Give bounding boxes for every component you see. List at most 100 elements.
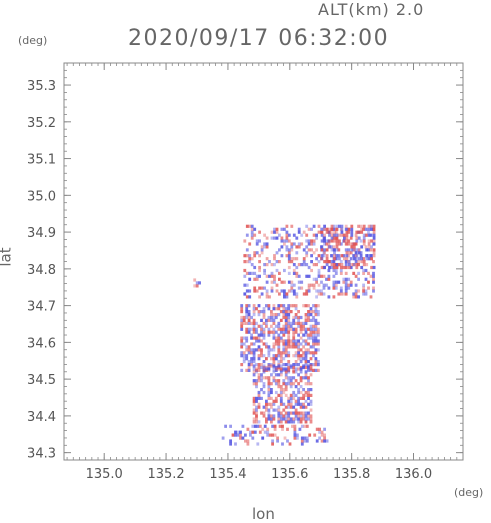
echo-cell-negative (250, 271, 254, 275)
echo-cell-positive (317, 304, 320, 308)
echo-cell-positive (307, 227, 311, 231)
echo-cell-positive (290, 280, 294, 284)
echo-cell-negative (372, 233, 376, 237)
echo-cell-positive (240, 315, 244, 320)
echo-cell-negative (297, 230, 301, 234)
echo-cell-negative (323, 239, 326, 243)
echo-cell-positive (274, 339, 278, 343)
echo-cell-negative (360, 265, 364, 270)
echo-cell-positive (367, 280, 370, 284)
echo-cell-positive (370, 265, 373, 270)
echo-cell-negative (273, 236, 276, 240)
echo-cell-positive (293, 427, 297, 431)
echo-cell-positive (315, 248, 318, 252)
echo-cell-positive (285, 236, 289, 240)
echo-cell-negative (289, 324, 293, 328)
echo-cell-negative (255, 379, 258, 383)
x-tick-label: 135.4 (209, 467, 246, 482)
echo-cell-positive (359, 224, 363, 228)
echo-cell-positive (300, 439, 304, 443)
echo-cell-positive (325, 242, 328, 246)
echo-cell-positive (257, 379, 261, 383)
echo-cell-positive (287, 354, 291, 358)
echo-cell-negative (320, 289, 323, 293)
echo-cell-negative (236, 433, 240, 437)
echo-cell-positive (272, 313, 276, 317)
echo-cell-positive (255, 368, 258, 372)
echo-cell-negative (262, 385, 266, 389)
echo-cell-positive (278, 271, 281, 275)
echo-cell-negative (312, 277, 316, 281)
echo-cell-negative (299, 357, 303, 361)
echo-cell-positive (240, 324, 244, 328)
echo-cell-negative (362, 236, 366, 240)
echo-cell-positive (282, 388, 286, 392)
echo-cell-positive (270, 274, 274, 278)
echo-cell-negative (332, 280, 336, 284)
echo-cell-negative (240, 354, 244, 358)
echo-cell-negative (322, 251, 326, 255)
echo-cell-negative (302, 260, 306, 264)
y-axis-unit: (deg) (18, 34, 48, 47)
echo-cell-positive (362, 263, 366, 267)
y-tick-label: 35.0 (27, 189, 56, 204)
echo-cell-positive (309, 364, 313, 368)
echo-cell-negative (338, 257, 341, 261)
echo-cell-positive (260, 411, 263, 415)
echo-cell-positive (281, 427, 284, 431)
echo-cell-positive (282, 315, 286, 320)
echo-cell-negative (255, 251, 259, 255)
echo-cell-negative (272, 333, 276, 337)
echo-cell-positive (292, 330, 296, 334)
echo-cell-positive (250, 351, 253, 355)
echo-cell-positive (323, 227, 326, 231)
echo-cell-positive (312, 324, 315, 328)
echo-cell-negative (307, 265, 311, 270)
echo-cell-positive (292, 268, 296, 273)
echo-cell-positive (345, 230, 349, 234)
echo-cell-negative (257, 396, 261, 400)
echo-cell-negative (340, 230, 344, 234)
echo-cell-positive (275, 289, 279, 293)
echo-cell-negative (330, 260, 334, 264)
echo-cell-positive (257, 363, 261, 367)
echo-cell-negative (262, 327, 266, 331)
echo-cell-positive (279, 357, 283, 361)
echo-cell-negative (284, 313, 288, 317)
echo-cell-negative (347, 286, 351, 290)
echo-cell-negative (367, 257, 371, 261)
echo-cell-positive (255, 411, 258, 415)
echo-cell-negative (287, 233, 291, 237)
echo-cell-negative (314, 327, 318, 331)
echo-cell-positive (335, 239, 339, 243)
echo-cell-positive (304, 405, 308, 409)
echo-cell-positive (282, 351, 286, 355)
echo-cell-negative (320, 227, 323, 231)
echo-cell-positive (335, 227, 339, 231)
echo-cell-negative (365, 254, 369, 258)
y-tick-label: 34.6 (27, 336, 56, 351)
echo-cell-negative (323, 439, 326, 443)
echo-cell-positive (333, 230, 336, 234)
echo-cell-negative (315, 295, 318, 299)
echo-cell-positive (274, 336, 278, 340)
echo-cell-positive (304, 365, 308, 370)
echo-cell-negative (315, 289, 318, 293)
echo-cell-positive (334, 230, 338, 234)
echo-cell-positive (282, 382, 286, 386)
echo-cell-positive (293, 436, 297, 440)
echo-cell-negative (289, 321, 293, 325)
echo-cell-negative (307, 351, 310, 355)
echo-cell-positive (335, 265, 339, 270)
echo-cell-positive (370, 257, 373, 261)
echo-cell-negative (255, 239, 259, 243)
echo-cell-positive (277, 307, 281, 311)
echo-cell-positive (307, 286, 311, 290)
echo-cell-negative (327, 286, 331, 290)
echo-cell-positive (307, 327, 310, 331)
echo-cell-positive (279, 388, 283, 392)
echo-cell-positive (282, 414, 286, 418)
echo-cell-positive (328, 260, 331, 264)
echo-cell-positive (289, 382, 293, 386)
echo-cell-positive (370, 239, 373, 243)
